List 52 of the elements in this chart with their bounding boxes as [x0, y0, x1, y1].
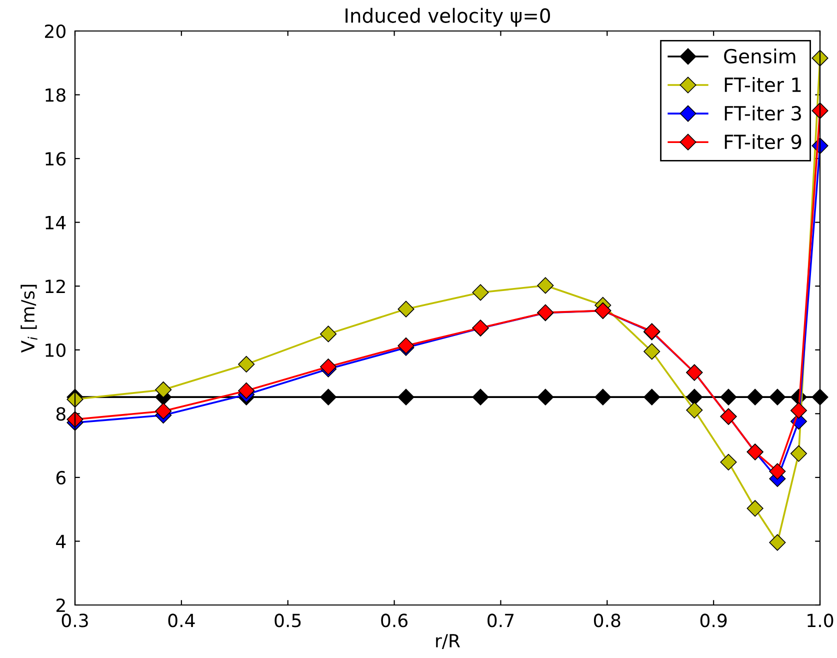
x-tick-label: 0.3 — [62, 614, 88, 628]
x-axis-title: r/R — [436, 634, 460, 649]
y-tick-label: 10 — [46, 343, 66, 358]
point — [398, 300, 414, 318]
x-tick-label: 0.4 — [168, 614, 195, 628]
legend-label: FT-iter 1 — [724, 77, 801, 92]
point — [320, 326, 337, 342]
point — [769, 534, 786, 551]
x-tick-label: 1.0 — [808, 614, 834, 628]
y-tick-label: 18 — [46, 88, 66, 102]
x-tick-label: 0.5 — [274, 614, 301, 628]
legend-label: Gensim — [724, 48, 796, 64]
point — [155, 402, 172, 420]
point — [238, 356, 255, 373]
y-tick-label: 16 — [46, 152, 66, 166]
y-tick-label: 6 — [56, 470, 66, 485]
y-tick-label: 8 — [56, 407, 66, 421]
legend-label: FT-iter 3 — [724, 106, 801, 121]
point — [720, 454, 737, 470]
point — [769, 463, 786, 480]
point — [537, 277, 554, 294]
chart-title: Induced velocity ψ=0 — [346, 8, 550, 27]
y-tick-label: 14 — [46, 216, 66, 230]
point — [746, 388, 764, 406]
point — [644, 343, 660, 360]
point — [238, 382, 255, 399]
y-tick-label: 20 — [45, 24, 66, 38]
y-tick-label: 2 — [56, 598, 65, 612]
point — [790, 402, 807, 419]
x-tick-label: 0.6 — [381, 614, 408, 628]
point — [472, 388, 489, 406]
point — [686, 388, 703, 406]
point — [320, 388, 337, 406]
point — [769, 388, 786, 406]
point — [398, 388, 414, 406]
y-tick-label: 4 — [56, 534, 66, 548]
point — [472, 284, 489, 301]
point — [594, 388, 612, 406]
point — [155, 381, 172, 398]
point — [720, 388, 737, 406]
y-tick-label: 12 — [46, 280, 65, 293]
point — [537, 388, 554, 406]
legend-label: FT-iter 9 — [724, 134, 802, 150]
x-tick-label: 0.8 — [594, 614, 620, 628]
x-tick-label: 0.7 — [488, 614, 514, 628]
point — [746, 500, 764, 517]
point — [790, 445, 807, 462]
point — [644, 388, 660, 406]
point — [812, 388, 828, 406]
y-axis-title: V$_{i}$ [m/s] — [20, 284, 38, 353]
point — [686, 402, 703, 418]
x-tick-label: 0.9 — [700, 614, 727, 628]
